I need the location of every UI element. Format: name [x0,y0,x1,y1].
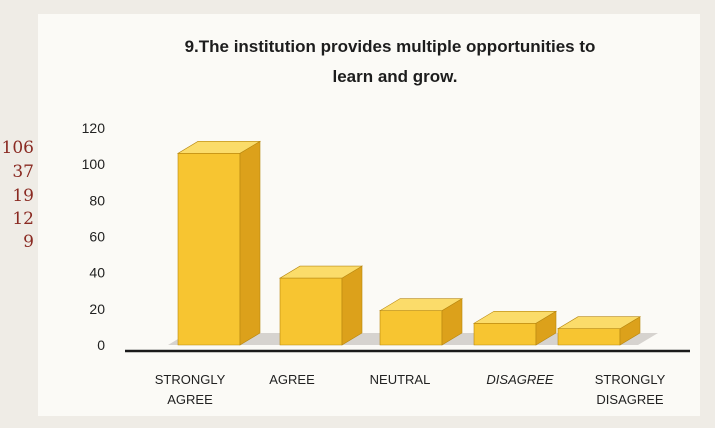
bar [378,298,464,346]
bar-top [176,141,262,154]
bar-front [473,322,537,346]
side-value-label: 106 [2,138,34,158]
bar-top [556,316,642,330]
bar-front [557,328,621,346]
bar-top [278,265,364,279]
side-value-label: 19 [12,186,34,206]
bar [556,316,642,346]
side-value-label: 9 [23,232,34,252]
bar [472,310,558,346]
side-value-label: 37 [12,162,34,182]
bar-side [239,140,261,346]
category-label: STRONGLY AGREE [155,372,226,407]
chart-title-line: 9.The institution provides multiple oppo… [185,37,596,56]
y-tick-label: 20 [89,301,105,317]
y-tick-label: 120 [82,120,106,136]
bar-front [177,153,241,346]
category-label: DISAGREE [486,372,554,387]
y-tick-label: 60 [89,229,105,245]
y-tick-label: 0 [97,337,105,353]
bar [278,265,364,346]
bar [176,140,262,346]
bar-front [379,310,443,346]
bar-top [472,310,558,324]
y-tick-label: 40 [89,265,105,281]
chart-title-line: learn and grow. [332,67,457,86]
bar-side [341,265,363,346]
bar-front [279,277,343,346]
y-tick-label: 100 [82,156,106,172]
side-value-label: 12 [12,209,34,229]
y-tick-label: 80 [89,192,105,208]
category-label: NEUTRAL [370,372,431,387]
bar-top [378,298,464,311]
category-label: AGREE [269,372,315,387]
category-label: STRONGLY DISAGREE [595,372,666,407]
